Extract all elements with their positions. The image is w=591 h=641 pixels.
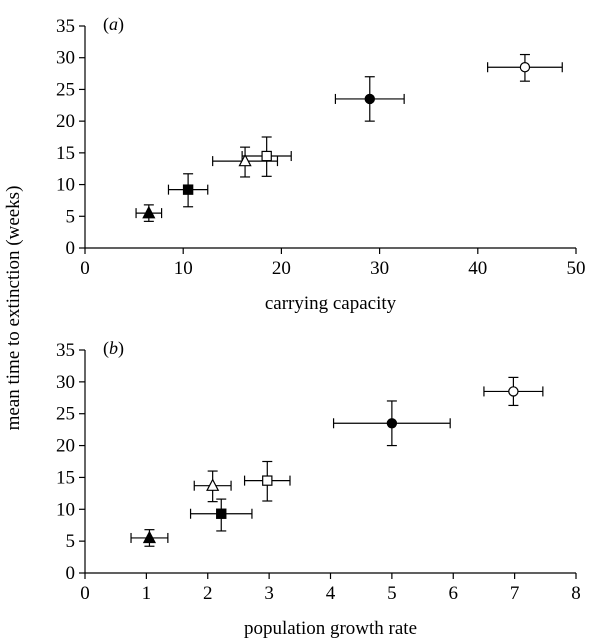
data-point-filled-circle — [364, 93, 375, 105]
y-tick-label: 30 — [56, 48, 75, 69]
data-point-open-circle — [508, 386, 519, 397]
y-tick-label: 30 — [56, 372, 75, 393]
y-tick-label: 35 — [56, 16, 75, 37]
y-tick-label: 10 — [56, 499, 75, 520]
x-tick-label: 0 — [80, 583, 90, 604]
y-tick-label: 25 — [56, 79, 75, 100]
x-tick-label: 20 — [272, 258, 291, 279]
x-tick-label: 3 — [264, 583, 274, 604]
y-tick-label: 5 — [66, 206, 76, 227]
y-tick-label: 5 — [66, 531, 76, 552]
x-tick-label: 50 — [567, 258, 586, 279]
y-axis-title: mean time to extinction (weeks) — [3, 186, 24, 431]
y-tick-label: 25 — [56, 404, 75, 425]
y-tick-label: 10 — [56, 175, 75, 196]
panel-a: 0 5 10 15 20 25 30 35 0 10 20 30 40 50 carrying capaci… — [56, 14, 586, 314]
x-tick-label: 1 — [142, 583, 152, 604]
data-point-open-triangle — [206, 478, 220, 491]
x-tick-label: 2 — [203, 583, 213, 604]
y-tick-label: 20 — [56, 436, 75, 457]
x-axis-title: carrying capacity — [265, 293, 397, 314]
data-point-filled-square — [182, 184, 194, 195]
x-tick-label: 0 — [80, 258, 90, 279]
x-tick-label: 8 — [571, 583, 581, 604]
data-point-filled-triangle — [142, 530, 157, 544]
data-point-open-square — [261, 150, 272, 162]
data-point-filled-square — [216, 508, 227, 519]
y-tick-label: 35 — [56, 340, 75, 361]
x-tick-label: 6 — [449, 583, 459, 604]
panel-label: (b) — [103, 338, 124, 359]
y-tick-label: 15 — [56, 143, 75, 164]
data-point-open-circle — [519, 62, 531, 73]
y-tick-label: 20 — [56, 111, 75, 132]
x-tick-label: 7 — [510, 583, 520, 604]
x-axis-title: population growth rate — [244, 618, 417, 639]
data-point-filled-circle — [386, 418, 398, 429]
x-tick-label: 40 — [468, 258, 487, 279]
y-tick-label: 0 — [66, 563, 76, 584]
y-tick-label: 15 — [56, 467, 75, 488]
panel-label: (a) — [103, 14, 124, 35]
data-point-open-square — [262, 475, 273, 486]
y-tick-label: 0 — [66, 238, 76, 259]
panel-b: 0 5 10 15 20 25 30 35 0 1 2 3 4 5 6 7 8 population growth… — [56, 338, 581, 639]
x-tick-label: 4 — [326, 583, 336, 604]
data-point-filled-triangle — [142, 205, 156, 219]
x-tick-label: 10 — [174, 258, 193, 279]
x-tick-label: 30 — [370, 258, 389, 279]
x-tick-label: 5 — [387, 583, 397, 604]
